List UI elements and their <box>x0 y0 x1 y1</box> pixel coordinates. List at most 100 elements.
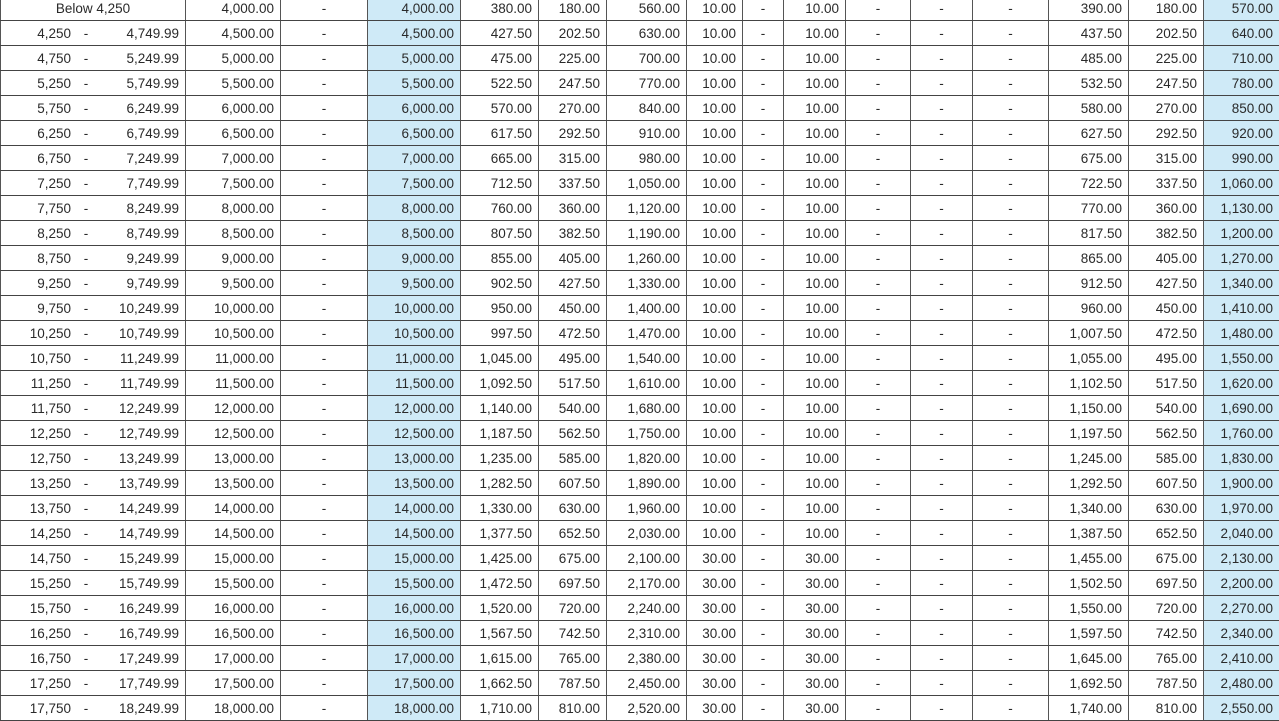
msc-value-cell: 18,000.00 <box>186 696 281 721</box>
msc-value-cell: 17,500.00 <box>186 671 281 696</box>
grand-total-cell: 1,270.00 <box>1204 246 1279 271</box>
col-11-cell: - <box>846 246 911 271</box>
col-12-cell: - <box>911 346 973 371</box>
er-total-cell: 1,597.50 <box>1049 621 1129 646</box>
er-ec-cell: 10.00 <box>687 46 743 71</box>
col-13-cell: - <box>973 321 1049 346</box>
total-ss-cell: 700.00 <box>607 46 687 71</box>
er-ss-cell: 807.50 <box>461 221 539 246</box>
total-ss-cell: 1,610.00 <box>607 371 687 396</box>
col-12-cell: - <box>911 621 973 646</box>
total-msc-cell: 9,000.00 <box>368 246 461 271</box>
er-total-cell: 1,455.00 <box>1049 546 1129 571</box>
er-ec-cell: 10.00 <box>687 321 743 346</box>
ee-ss-cell: 472.50 <box>539 321 607 346</box>
col-12-cell: - <box>911 571 973 596</box>
er-ss-cell: 1,187.50 <box>461 421 539 446</box>
grand-total-cell: 2,270.00 <box>1204 596 1279 621</box>
er-ss-cell: 950.00 <box>461 296 539 321</box>
er-total-cell: 817.50 <box>1049 221 1129 246</box>
col-11-cell: - <box>846 421 911 446</box>
range-from: 6,250 <box>9 126 71 141</box>
range-dash: - <box>71 126 101 141</box>
range-dash: - <box>71 351 101 366</box>
grand-total-cell: 2,040.00 <box>1204 521 1279 546</box>
range-dash: - <box>71 301 101 316</box>
total-msc-cell: 12,000.00 <box>368 396 461 421</box>
msc-value-cell: 6,500.00 <box>186 121 281 146</box>
total-ec-cell: 10.00 <box>784 121 846 146</box>
er-ec-cell: 10.00 <box>687 471 743 496</box>
total-msc-cell: 14,000.00 <box>368 496 461 521</box>
salary-range-cell: 11,750-12,249.99 <box>1 396 186 421</box>
col-12-cell: - <box>911 446 973 471</box>
msc-value-cell: 11,500.00 <box>186 371 281 396</box>
grand-total-cell: 1,130.00 <box>1204 196 1279 221</box>
ee-total-cell: 180.00 <box>1129 0 1204 21</box>
range-from: 12,250 <box>9 426 71 441</box>
total-ss-cell: 2,100.00 <box>607 546 687 571</box>
er-ec-cell: 10.00 <box>687 496 743 521</box>
range-dash: - <box>71 626 101 641</box>
er-ss-cell: 1,520.00 <box>461 596 539 621</box>
grand-total-cell: 1,690.00 <box>1204 396 1279 421</box>
col-11-cell: - <box>846 271 911 296</box>
er-ss-cell: 665.00 <box>461 146 539 171</box>
range-dash: - <box>71 226 101 241</box>
grand-total-cell: 2,130.00 <box>1204 546 1279 571</box>
grand-total-cell: 1,060.00 <box>1204 171 1279 196</box>
range-dash: - <box>71 501 101 516</box>
total-msc-cell: 12,500.00 <box>368 421 461 446</box>
total-ss-cell: 1,470.00 <box>607 321 687 346</box>
total-ss-cell: 980.00 <box>607 146 687 171</box>
col-9-cell: - <box>743 71 784 96</box>
col-11-cell: - <box>846 571 911 596</box>
salary-range-cell: Below 4,250 <box>1 0 186 21</box>
range-dash: - <box>71 401 101 416</box>
ee-total-cell: 540.00 <box>1129 396 1204 421</box>
total-msc-cell: 6,000.00 <box>368 96 461 121</box>
ee-total-cell: 495.00 <box>1129 346 1204 371</box>
er-ec-cell: 30.00 <box>687 646 743 671</box>
total-msc-cell: 14,500.00 <box>368 521 461 546</box>
grand-total-cell: 1,200.00 <box>1204 221 1279 246</box>
er-ec-cell: 30.00 <box>687 596 743 621</box>
col-11-cell: - <box>846 21 911 46</box>
ee-ss-cell: 292.50 <box>539 121 607 146</box>
range-from: 10,250 <box>9 326 71 341</box>
col-12-cell: - <box>911 521 973 546</box>
total-ss-cell: 840.00 <box>607 96 687 121</box>
ee-ss-cell: 517.50 <box>539 371 607 396</box>
ee-total-cell: 292.50 <box>1129 121 1204 146</box>
msc-value-cell: 15,500.00 <box>186 571 281 596</box>
grand-total-cell: 850.00 <box>1204 96 1279 121</box>
ee-ss-cell: 720.00 <box>539 596 607 621</box>
col-3-cell: - <box>281 646 368 671</box>
total-ec-cell: 10.00 <box>784 246 846 271</box>
er-ec-cell: 10.00 <box>687 446 743 471</box>
range-dash: - <box>71 251 101 266</box>
salary-range-cell: 13,250-13,749.99 <box>1 471 186 496</box>
salary-range-cell: 17,250-17,749.99 <box>1 671 186 696</box>
col-13-cell: - <box>973 671 1049 696</box>
col-12-cell: - <box>911 46 973 71</box>
total-ec-cell: 10.00 <box>784 496 846 521</box>
msc-value-cell: 5,000.00 <box>186 46 281 71</box>
range-to: 9,749.99 <box>101 276 179 291</box>
total-ss-cell: 2,030.00 <box>607 521 687 546</box>
msc-value-cell: 12,000.00 <box>186 396 281 421</box>
range-dash: - <box>71 651 101 666</box>
total-ec-cell: 30.00 <box>784 621 846 646</box>
er-ss-cell: 1,567.50 <box>461 621 539 646</box>
col-3-cell: - <box>281 71 368 96</box>
range-to: 13,249.99 <box>101 451 179 466</box>
grand-total-cell: 710.00 <box>1204 46 1279 71</box>
range-to: 4,749.99 <box>101 26 179 41</box>
grand-total-cell: 2,550.00 <box>1204 696 1279 721</box>
ee-ss-cell: 585.00 <box>539 446 607 471</box>
col-3-cell: - <box>281 171 368 196</box>
ee-total-cell: 562.50 <box>1129 421 1204 446</box>
col-3-cell: - <box>281 0 368 21</box>
